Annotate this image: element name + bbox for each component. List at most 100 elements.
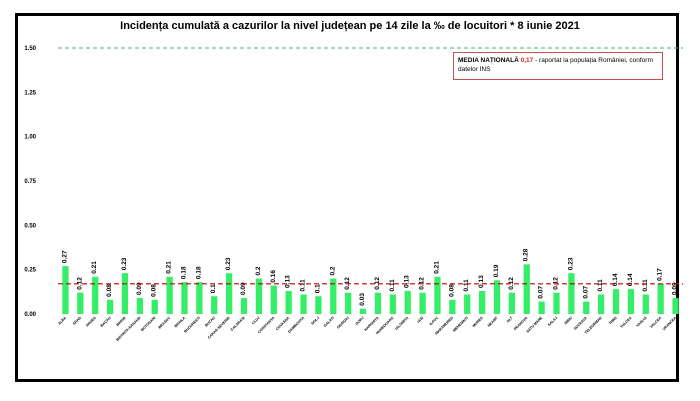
bar [181, 282, 188, 314]
bar [106, 299, 114, 314]
bar [508, 292, 515, 314]
x-tick-label: ILFOV [429, 315, 440, 326]
data-label: 0.12 [508, 277, 515, 290]
bar [345, 292, 352, 314]
bar [389, 294, 396, 314]
bar [553, 292, 560, 314]
bar [419, 292, 426, 314]
bar [374, 292, 382, 314]
x-tick-label: CLUJ [251, 316, 260, 325]
data-label: 0.1 [314, 284, 321, 293]
x-tick-label: MEHEDINTI [452, 316, 469, 333]
y-tick-label: 0.50 [24, 223, 36, 229]
bar [92, 276, 99, 314]
chart-title: Incidența cumulată a cazurilor la nivel … [120, 20, 580, 32]
data-label: 0.2 [329, 266, 336, 275]
bar [270, 285, 277, 314]
data-label: 0.14 [612, 273, 619, 286]
x-tick-label: GALATI [323, 316, 335, 328]
data-label: 0.12 [553, 277, 560, 290]
bar [404, 290, 411, 314]
data-label: 0.2 [255, 266, 262, 275]
bar [478, 290, 486, 314]
bar [285, 290, 292, 314]
x-tick-label: BACAU [100, 316, 112, 328]
bar [612, 289, 620, 314]
bar [657, 283, 664, 314]
data-label: 0.13 [285, 275, 292, 288]
data-label: 0.09 [240, 282, 247, 295]
x-tick-label: GIURGIU [336, 316, 350, 330]
bar [77, 292, 84, 314]
x-tick-label: BOTOSANI [140, 316, 156, 332]
x-tick-label: VRANCEA [662, 316, 678, 332]
data-label: 0.11 [597, 279, 604, 292]
x-tick-label: BUCURESTI [183, 316, 201, 334]
national-average-note: MEDIA NAȚIONALĂ 0,17 - raportat la popul… [453, 52, 663, 80]
x-tick-label: DOLJ [311, 316, 321, 326]
x-tick-label: OLT [506, 315, 514, 323]
data-label: 0.28 [523, 248, 530, 261]
data-label: 0.09 [672, 282, 679, 295]
x-tick-label: NEAMT [487, 315, 499, 327]
note-value: 0,17 [520, 57, 534, 64]
x-tick-label: BIHOR [116, 316, 127, 327]
bar [464, 294, 471, 314]
x-tick-label: SALAJ [547, 316, 558, 327]
data-label: 0.18 [180, 266, 187, 279]
bar [226, 273, 233, 314]
x-tick-label: ALBA [57, 316, 67, 326]
bar [211, 296, 218, 314]
data-label: 0.13 [478, 275, 485, 288]
x-tick-label: TIMIS [608, 315, 618, 325]
data-label: 0.23 [121, 257, 128, 270]
data-label: 0.21 [91, 261, 98, 274]
x-tick-label: MURES [472, 315, 484, 327]
data-label: 0.18 [195, 266, 202, 279]
bar [330, 278, 337, 314]
bar [151, 299, 158, 314]
data-label: 0.09 [136, 282, 143, 295]
x-tick-label: GORJ [355, 316, 365, 326]
bar [121, 273, 129, 314]
bar [538, 301, 545, 314]
bar [449, 299, 456, 314]
x-tick-label: TULCEA [619, 316, 632, 329]
x-tick-label: BRAILA [174, 316, 187, 329]
bar [583, 301, 590, 314]
x-tick-label: BUZAU [204, 316, 216, 328]
data-label: 0.12 [344, 277, 351, 290]
x-tick-label: IASI [417, 316, 425, 324]
data-label: 0.11 [463, 279, 470, 292]
bar [672, 298, 679, 314]
data-label: 0.21 [166, 261, 173, 274]
y-tick-label: 0.00 [24, 312, 36, 318]
y-tick-label: 1.00 [24, 135, 36, 141]
bar [598, 294, 605, 314]
x-tick-label: ARAD [72, 316, 82, 326]
data-label: 0.17 [657, 268, 664, 281]
bar [300, 294, 307, 314]
x-tick-label: SUCEAVA [573, 316, 588, 331]
y-tick-label: 0.75 [24, 179, 36, 185]
bar [359, 308, 367, 314]
data-label: 0.12 [76, 277, 83, 290]
bar [627, 289, 635, 314]
y-tick-label: 1.50 [24, 46, 36, 52]
data-label: 0.03 [359, 293, 366, 306]
note-label: MEDIA NAȚIONALĂ [458, 57, 519, 64]
data-label: 0.08 [106, 284, 113, 297]
x-tick-label: SIBIU [563, 316, 573, 326]
data-label: 0.08 [151, 284, 158, 297]
data-label: 0.08 [448, 284, 455, 297]
data-label: 0.11 [389, 279, 396, 292]
data-label: 0.19 [493, 264, 500, 277]
bar [568, 273, 575, 314]
note-text: - raportat la populația României, confor… [458, 57, 653, 73]
data-label: 0.21 [433, 261, 440, 274]
data-label: 0.13 [404, 275, 411, 288]
bar [196, 282, 203, 314]
bar [255, 278, 263, 314]
x-tick-label: VASLUI [636, 316, 648, 328]
bar [62, 266, 69, 314]
